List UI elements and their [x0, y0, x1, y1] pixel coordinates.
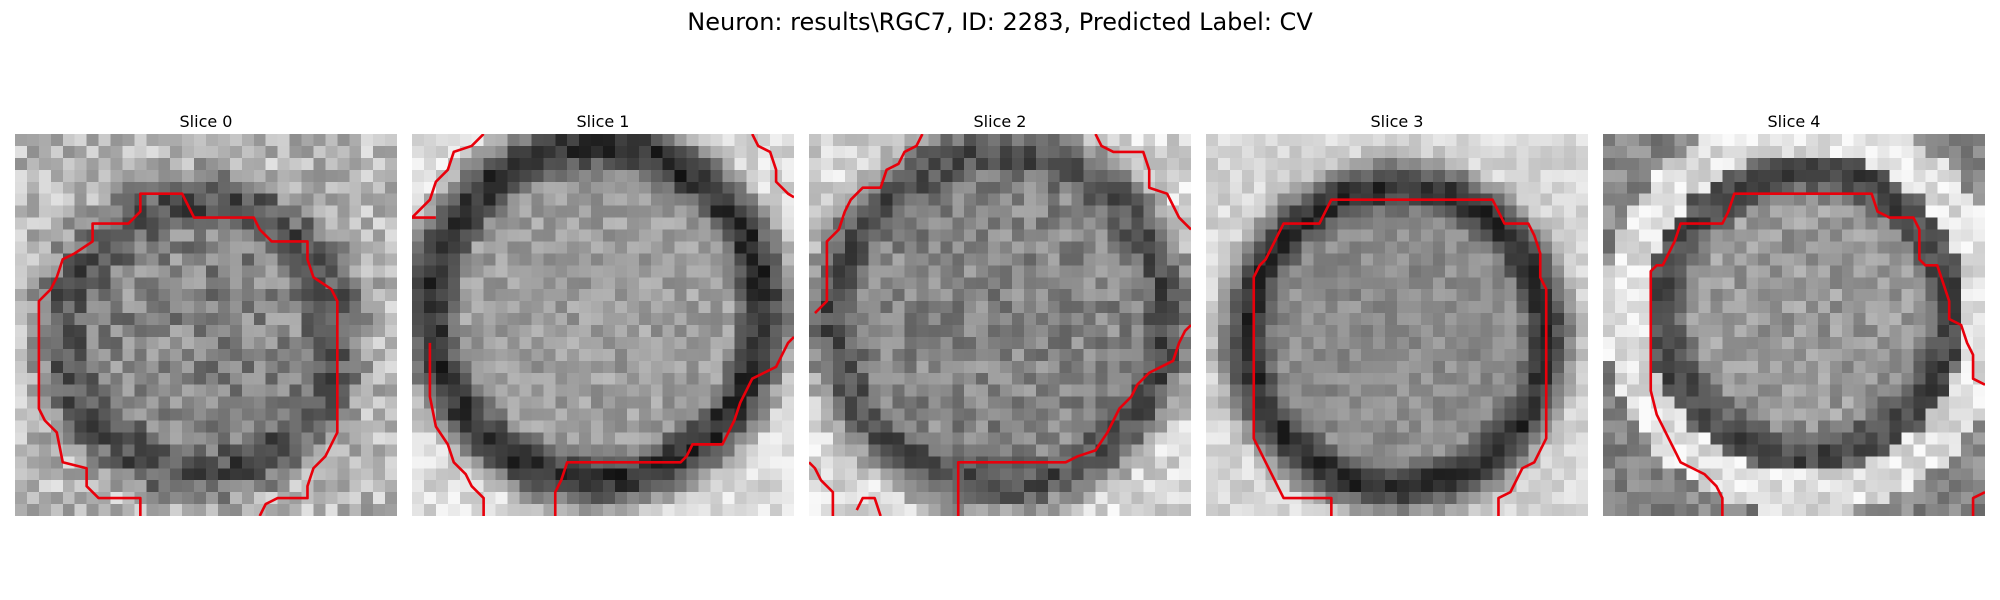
contour-line: [37, 192, 339, 516]
contour-line: [553, 336, 794, 516]
segmentation-contour-overlay: [809, 134, 1191, 516]
contour-line: [1649, 192, 1985, 516]
slice-panel-4: Slice 4: [1603, 110, 1985, 516]
slice-image: [1603, 134, 1985, 516]
segmentation-contour-overlay: [1252, 198, 1548, 516]
grayscale-micrograph: [15, 134, 397, 516]
slice-panel-0: Slice 0: [15, 110, 397, 516]
grayscale-micrograph: [809, 134, 1191, 516]
contour-line: [1252, 198, 1548, 516]
slice-title: Slice 1: [576, 112, 630, 131]
segmentation-contour-overlay: [412, 134, 794, 516]
slice-title: Slice 2: [973, 112, 1027, 131]
slice-title: Slice 3: [1370, 112, 1424, 131]
grayscale-micrograph: [1206, 134, 1588, 516]
segmentation-contour-overlay: [37, 192, 339, 516]
slice-image: [15, 134, 397, 516]
contour-line: [956, 324, 1191, 516]
contour-line: [428, 342, 485, 516]
contour-line: [1971, 490, 1985, 516]
grayscale-micrograph: [1603, 134, 1985, 516]
slice-image: [809, 134, 1191, 516]
slice-panel-1: Slice 1: [412, 110, 794, 516]
slice-title: Slice 4: [1767, 112, 1821, 131]
contour-line: [1094, 134, 1191, 231]
slice-panel-2: Slice 2: [809, 110, 1191, 516]
segmentation-contour-overlay: [1649, 192, 1985, 516]
contour-line: [814, 134, 924, 314]
contour-line: [809, 461, 835, 516]
contour-line: [412, 134, 485, 219]
slice-image: [1206, 134, 1588, 516]
contour-line: [855, 496, 882, 516]
slice-panel-3: Slice 3: [1206, 110, 1588, 516]
contour-line: [751, 134, 794, 199]
slice-image: [412, 134, 794, 516]
figure-title: Neuron: results\RGC7, ID: 2283, Predicte…: [687, 8, 1313, 36]
grayscale-micrograph: [412, 134, 794, 516]
slice-title: Slice 0: [179, 112, 233, 131]
